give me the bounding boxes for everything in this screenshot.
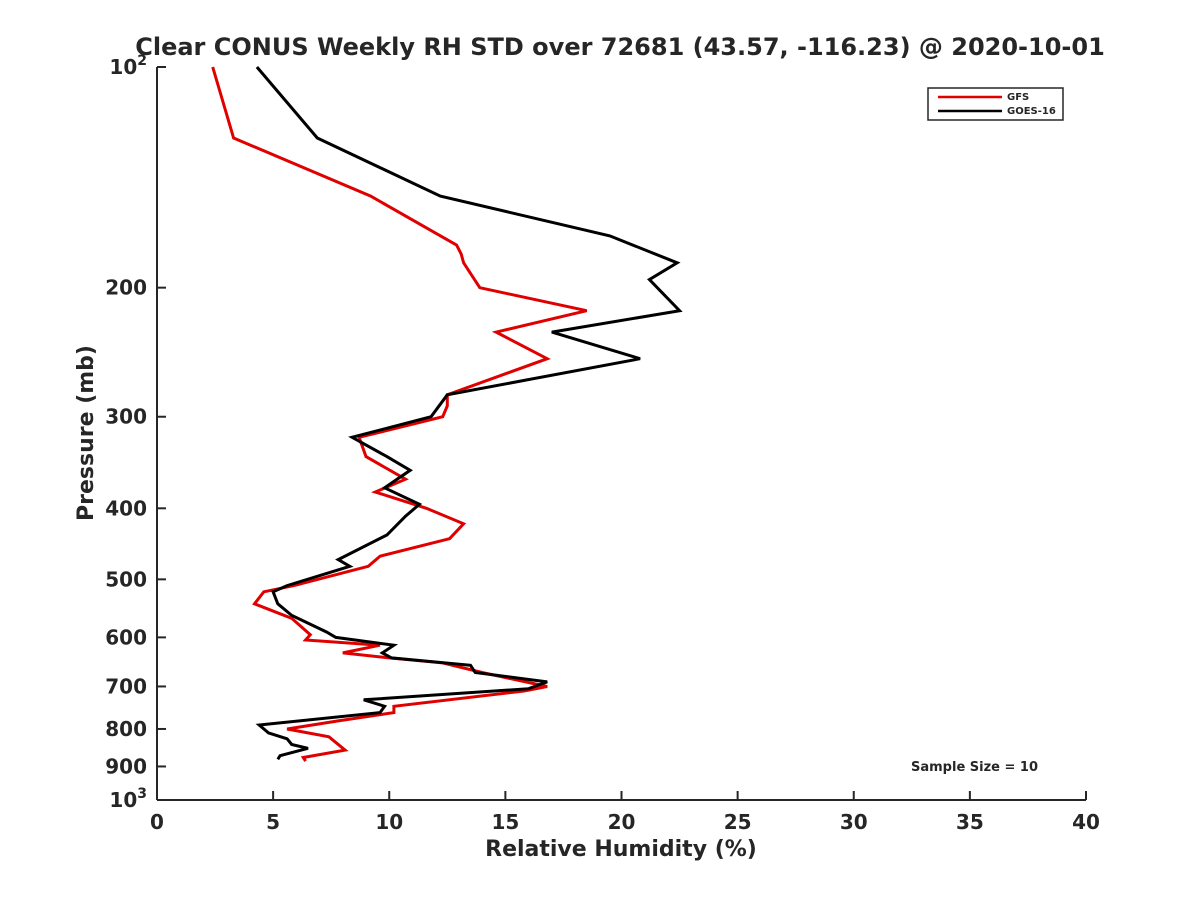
plot-area [156, 67, 1086, 801]
x-tick-label: 15 [491, 810, 519, 834]
legend-box [927, 87, 1064, 121]
legend-label-goes16: GOES-16 [1007, 106, 1056, 117]
series-line-goes16 [255, 66, 683, 761]
y-tick-label: 200 [105, 276, 147, 300]
x-tick-label: 30 [840, 810, 868, 834]
x-tick-label: 25 [724, 810, 752, 834]
x-tick-label: 5 [266, 810, 280, 834]
series-line-gfs [211, 66, 588, 762]
y-tick-label: 900 [105, 754, 147, 778]
x-tick-label: 20 [608, 810, 636, 834]
series-layer [211, 66, 683, 762]
y-tick-label: 600 [105, 625, 147, 649]
x-axis-ticks: 0 5 10 15 20 25 30 35 40 [150, 791, 1100, 834]
x-tick-label: 10 [375, 810, 403, 834]
y-tick-label: 103 [109, 786, 147, 812]
y-tick-label: 300 [105, 405, 147, 429]
y-tick-label: 700 [105, 674, 147, 698]
y-axis-label: Pressure (mb) [74, 345, 99, 521]
chart-title: Clear CONUS Weekly RH STD over 72681 (43… [135, 33, 1105, 61]
y-tick-label: 400 [105, 496, 147, 520]
sample-size-annotation: Sample Size = 10 [911, 760, 1038, 775]
x-tick-label: 35 [956, 810, 984, 834]
y-tick-label: 800 [105, 717, 147, 741]
y-tick-label: 102 [109, 53, 147, 79]
x-axis-label: Relative Humidity (%) [485, 837, 757, 862]
x-tick-label: 40 [1072, 810, 1100, 834]
x-tick-label: 0 [150, 810, 164, 834]
legend: GFS GOES-16 [927, 87, 1064, 121]
legend-label-gfs: GFS [1007, 92, 1029, 103]
y-axis-ticks: 102 200 300 400 500 600 700 800 900 103 [105, 53, 166, 812]
y-tick-label: 500 [105, 567, 147, 591]
